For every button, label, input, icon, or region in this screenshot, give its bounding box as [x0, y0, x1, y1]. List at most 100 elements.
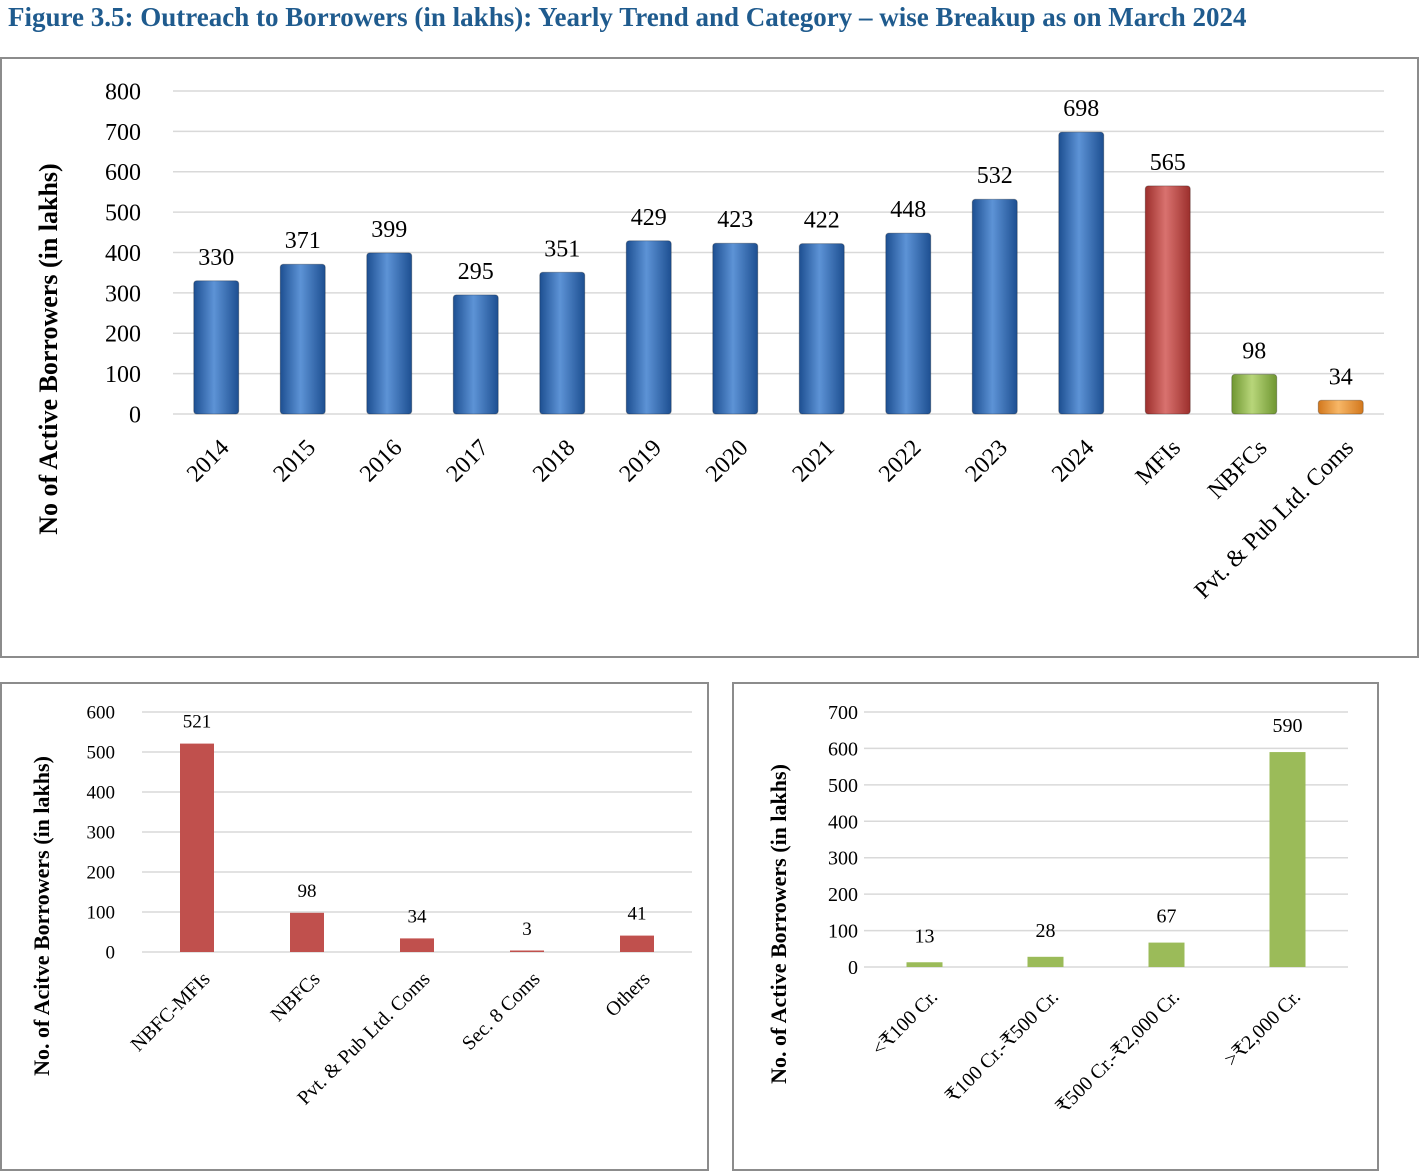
- data-label: 698: [1063, 96, 1099, 122]
- data-label: 422: [804, 208, 840, 234]
- size-breakup-panel: 0 100 200 300 400 500 600 700 No. of Active Borr…: [732, 682, 1379, 1171]
- category-label: 2014: [182, 435, 234, 487]
- bar: [620, 935, 654, 952]
- y-tick-label: 200: [828, 884, 858, 906]
- y-tick-label: 400: [828, 811, 858, 833]
- y-tick-label: 500: [828, 775, 858, 797]
- bar: [1027, 956, 1064, 967]
- data-label: 423: [717, 207, 753, 233]
- category-label: MFIs: [1131, 435, 1186, 490]
- category-label: 2021: [788, 435, 840, 487]
- y-tick-label: 0: [129, 402, 141, 428]
- y-tick-label: 0: [106, 943, 116, 964]
- data-label: 590: [1273, 715, 1303, 737]
- data-label: 34: [408, 906, 428, 927]
- category-label: ₹100 Cr.-₹500 Cr.: [941, 986, 1063, 1108]
- bar: [712, 242, 759, 415]
- bar: [193, 280, 240, 415]
- category-label: 2016: [355, 435, 407, 487]
- data-label: 448: [890, 197, 926, 223]
- y-tick-label: 100: [828, 921, 858, 943]
- bar: [1231, 373, 1278, 415]
- category-label: NBFCs: [1203, 435, 1272, 504]
- category-breakup-chart: 0 100 200 300 400 500 600 No. of Acitve Borrowe…: [29, 703, 692, 1109]
- y-tick-label: 600: [87, 703, 116, 724]
- y-tick-label: 100: [87, 903, 116, 924]
- y-axis-label: No. of Acitve Borrowers (in lakhs): [29, 756, 54, 1076]
- category-label: 2018: [528, 435, 580, 487]
- category-label: <₹100 Cr.: [868, 986, 942, 1060]
- y-tick-label: 100: [105, 362, 141, 388]
- category-label: ₹500 Cr.-₹2,000 Cr.: [1052, 986, 1184, 1118]
- category-label: Others: [601, 968, 654, 1021]
- data-label: 565: [1150, 150, 1186, 176]
- bar: [366, 252, 413, 415]
- y-axis-label: No. of Active Borrowers (in lakhs): [766, 764, 791, 1084]
- bar: [510, 950, 544, 952]
- category-label: 2020: [701, 435, 753, 487]
- bar: [625, 240, 672, 415]
- category-label: >₹2,000 Cr.: [1220, 986, 1305, 1071]
- bar: [1317, 399, 1364, 415]
- y-tick-label: 700: [828, 702, 858, 724]
- y-tick-label: 400: [87, 783, 116, 804]
- category-label: 2015: [269, 435, 321, 487]
- bar: [452, 294, 499, 415]
- data-label: 371: [285, 228, 321, 254]
- data-label: 67: [1157, 906, 1177, 928]
- data-label: 351: [544, 236, 580, 262]
- data-label: 41: [628, 904, 647, 925]
- bar: [539, 271, 586, 415]
- data-label: 521: [183, 712, 212, 733]
- bar: [279, 263, 326, 415]
- bar: [1269, 752, 1306, 967]
- y-tick-label: 400: [105, 241, 141, 267]
- data-label: 13: [915, 925, 935, 947]
- data-label: 3: [522, 919, 532, 940]
- category-label: NBFC-MFIs: [127, 968, 215, 1056]
- y-tick-label: 600: [828, 738, 858, 760]
- yearly-trend-chart: 0 100 200 300 400 500 600 700 800 No of Active Bo…: [34, 79, 1384, 604]
- category-label: 2024: [1047, 435, 1099, 487]
- data-label: 28: [1036, 920, 1056, 942]
- y-tick-label: 200: [87, 863, 116, 884]
- y-tick-label: 600: [105, 160, 141, 186]
- bar: [290, 912, 324, 952]
- y-tick-label: 800: [105, 79, 141, 105]
- y-tick-label: 300: [87, 823, 116, 844]
- category-label: 2023: [961, 435, 1013, 487]
- figure-title: Figure 3.5: Outreach to Borrowers (in la…: [8, 2, 1247, 32]
- category-label: Sec. 8 Coms: [458, 968, 545, 1055]
- category-label: 2019: [615, 435, 667, 487]
- yearly-trend-panel: 0 100 200 300 400 500 600 700 800 No of Active Bo…: [0, 57, 1419, 658]
- bar: [1144, 185, 1191, 415]
- category-label: NBFCs: [267, 968, 325, 1026]
- data-label: 429: [631, 205, 667, 231]
- y-tick-label: 500: [105, 201, 141, 227]
- data-label: 532: [977, 163, 1013, 189]
- bar: [400, 938, 434, 952]
- data-label: 399: [371, 217, 407, 243]
- bar: [885, 232, 932, 415]
- data-label: 34: [1329, 364, 1353, 390]
- bar: [906, 962, 943, 967]
- y-tick-label: 300: [828, 848, 858, 870]
- category-label: 2022: [874, 435, 926, 487]
- data-label: 98: [1242, 338, 1266, 364]
- y-tick-label: 500: [87, 743, 116, 764]
- y-tick-label: 200: [105, 322, 141, 348]
- bar: [798, 243, 845, 415]
- y-axis-label: No of Active Borrowers (in lakhs): [34, 163, 63, 534]
- bar: [1058, 131, 1105, 415]
- data-label: 295: [458, 259, 494, 285]
- bar: [180, 743, 214, 952]
- data-label: 330: [198, 245, 234, 271]
- bar: [1148, 942, 1185, 967]
- bar: [971, 198, 1018, 415]
- y-tick-label: 0: [848, 957, 858, 979]
- category-label: Pvt. & Pub Ltd. Coms: [1190, 435, 1359, 604]
- y-tick-label: 700: [105, 120, 141, 146]
- size-breakup-chart: 0 100 200 300 400 500 600 700 No. of Active Borr…: [766, 702, 1348, 1118]
- data-label: 98: [298, 881, 317, 902]
- category-label: 2017: [442, 435, 494, 487]
